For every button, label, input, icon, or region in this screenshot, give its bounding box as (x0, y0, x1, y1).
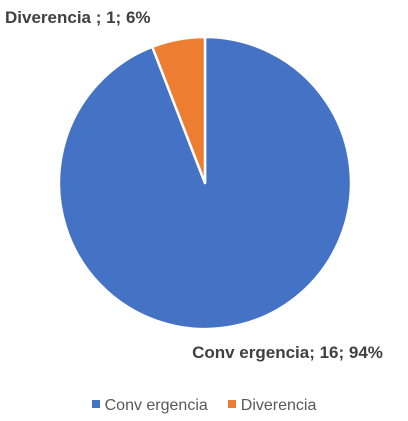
data-label: Conv ergencia; 16; 94% (192, 343, 383, 362)
legend: Conv ergencia Diverencia (0, 397, 408, 415)
legend-label: Diverencia (240, 397, 317, 414)
pie-slice (151, 35, 207, 185)
data-label: Diverencia ; 1; 6% (5, 8, 151, 27)
legend-item: Diverencia (227, 397, 317, 415)
legend-label: Conv ergencia (104, 397, 208, 414)
legend-swatch (91, 399, 100, 408)
legend-swatch (227, 399, 236, 408)
legend-item: Conv ergencia (91, 397, 208, 415)
